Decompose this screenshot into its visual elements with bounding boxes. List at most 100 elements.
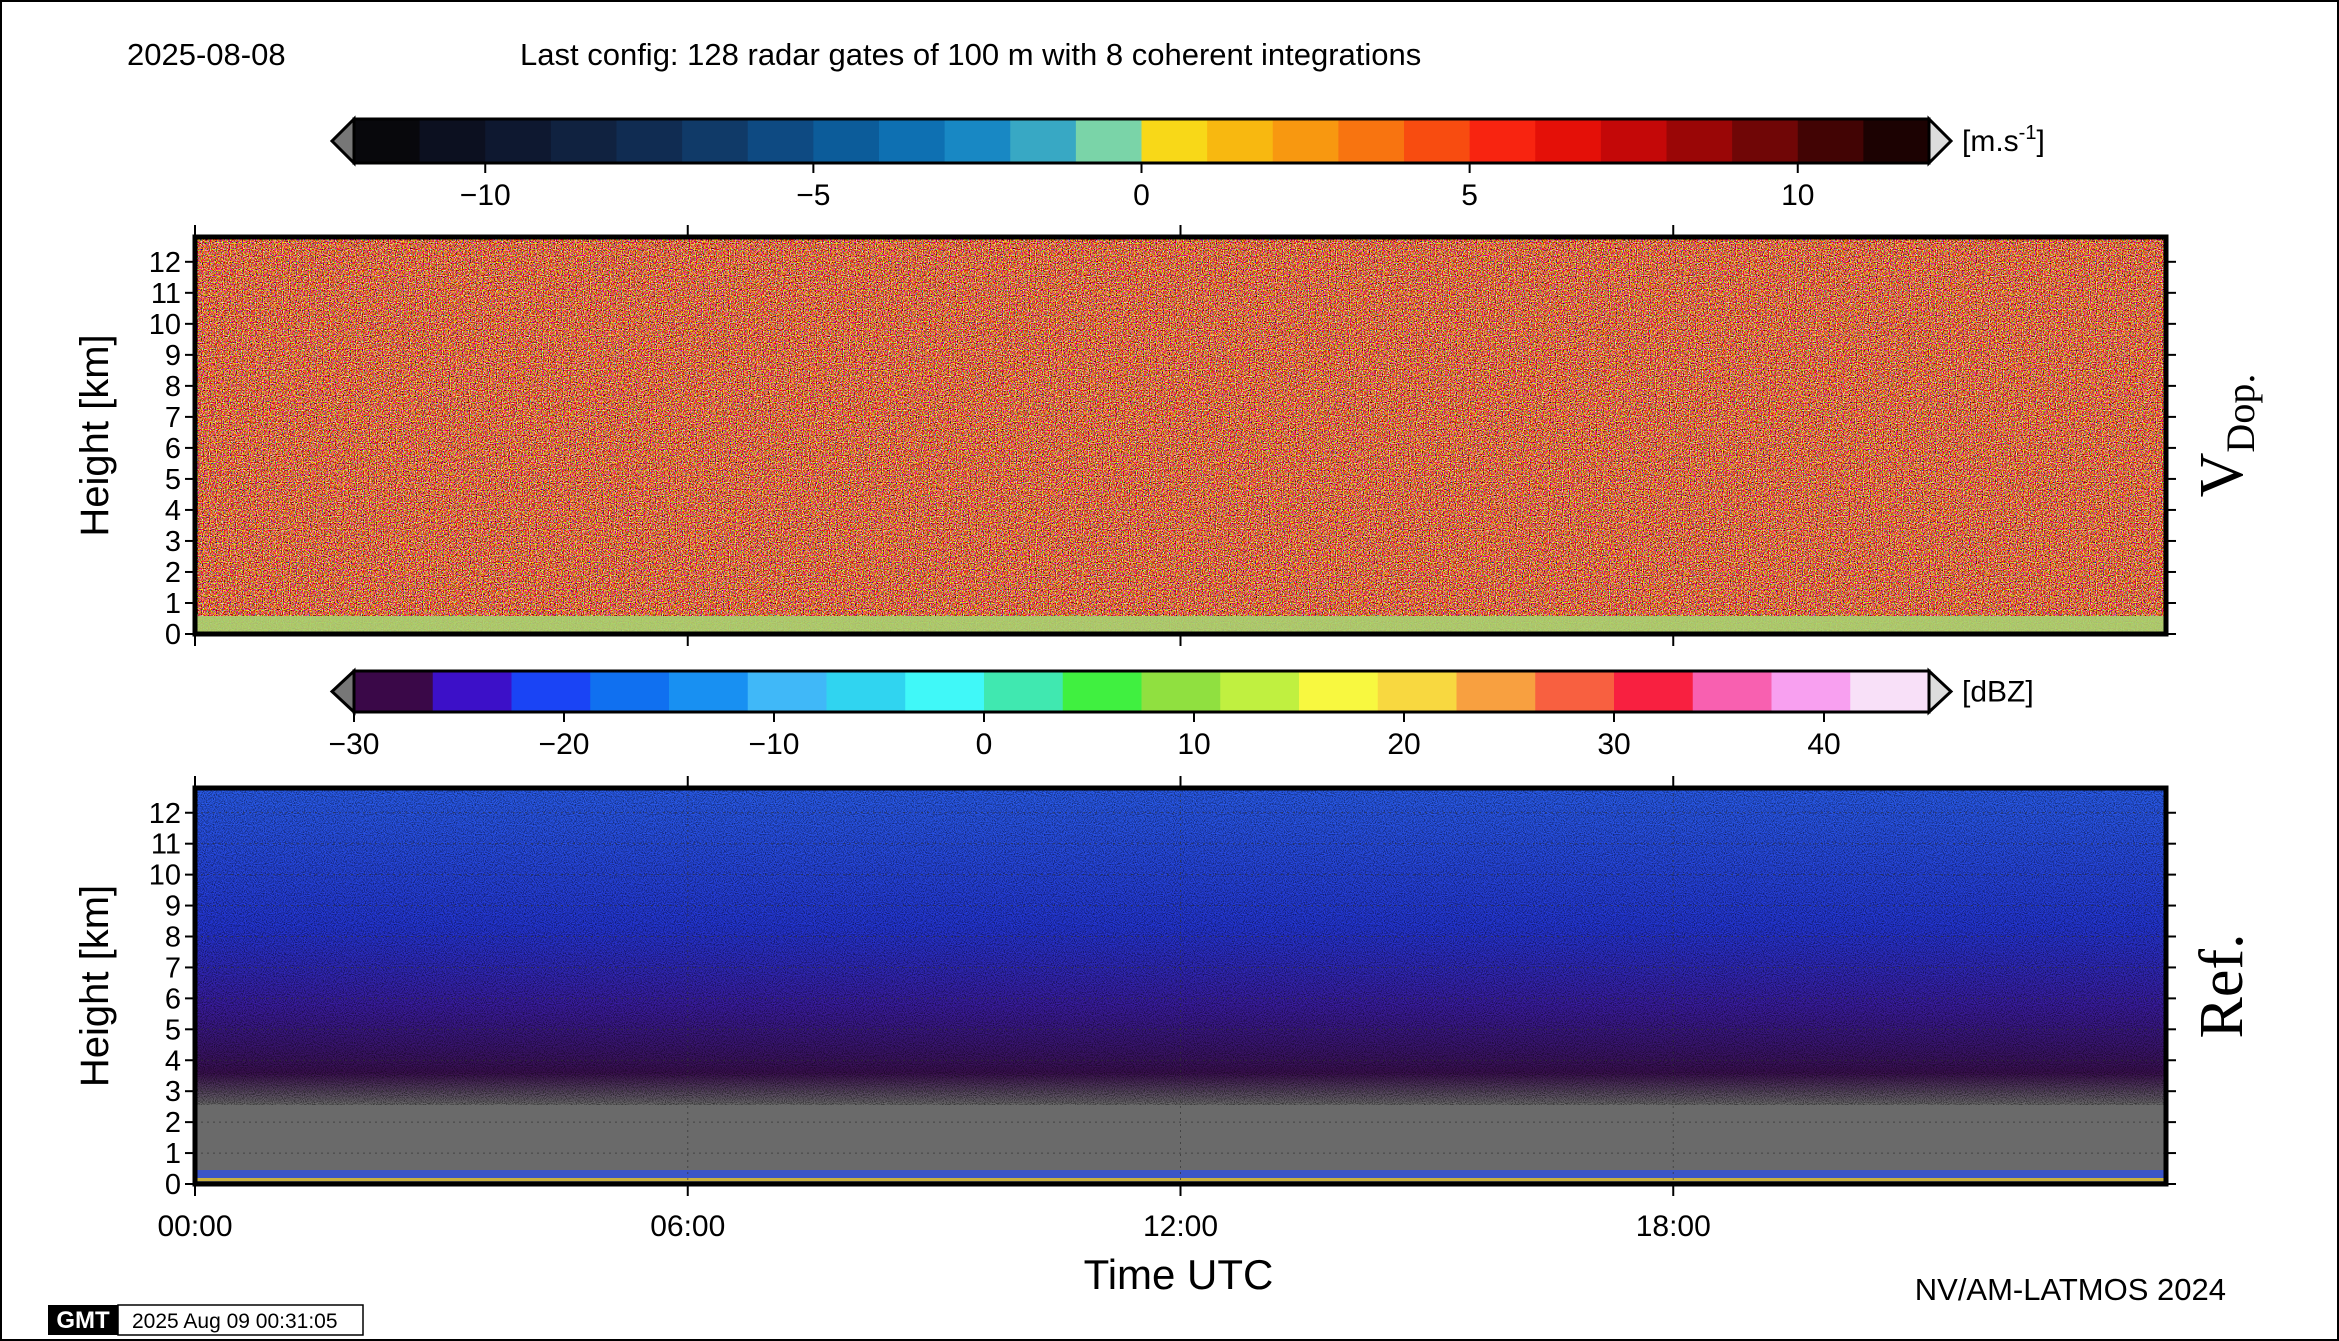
timestamp-box (117, 1304, 364, 1336)
date: 2025-08-08 (127, 37, 286, 72)
colorbar-segment (669, 671, 749, 712)
logo: GMT (56, 1307, 110, 1334)
y-tick-label: 0 (165, 619, 181, 651)
y-tick-label: 9 (165, 340, 181, 372)
colorbar-segment (1220, 671, 1300, 712)
colorbar-segment (1404, 119, 1471, 163)
y-tick-label: 7 (165, 952, 181, 984)
colorbar-tick-label: 0 (1133, 179, 1150, 212)
field-noise (195, 788, 2166, 1105)
colorbar-tick-label: 30 (1597, 728, 1630, 761)
colorbar-tick-label: 0 (976, 728, 993, 761)
field-noise (195, 237, 2166, 634)
x-tick-label: 06:00 (650, 1210, 725, 1243)
panel-label-main: V (2188, 452, 2256, 497)
y-tick-label: 8 (165, 922, 181, 954)
colorbar-segment (1272, 119, 1339, 163)
colorbar-tick-label: 10 (1781, 179, 1814, 212)
colorbar-tick-label: −20 (539, 728, 590, 761)
y-tick-label: 0 (165, 1169, 181, 1201)
y-tick-label: 4 (165, 1045, 181, 1077)
colorbar-segment (590, 671, 670, 712)
colorbar-segment (1075, 119, 1143, 163)
y-tick-label: 2 (165, 1107, 181, 1139)
y-tick-label: 3 (165, 1076, 181, 1108)
colorbar-extend-low (329, 667, 356, 716)
panel-label-main: Ref. (2188, 933, 2256, 1038)
x-tick-label: 18:00 (1636, 1210, 1711, 1243)
plot-frame (192, 785, 2169, 1187)
colorbar-segment (550, 119, 618, 163)
logo-box (48, 1305, 118, 1335)
colorbar-segment (1850, 671, 1930, 712)
colorbar-segment (1692, 671, 1773, 712)
y-tick-label: 9 (165, 891, 181, 923)
colorbar-segment (1062, 671, 1143, 712)
colorbar-tick-label: 5 (1461, 179, 1478, 212)
y-tick-label: 6 (165, 433, 181, 465)
colorbar-segment (1600, 119, 1668, 163)
y-tick-label: 8 (165, 371, 181, 403)
y-tick-label: 12 (149, 247, 181, 279)
colorbar-segment (616, 119, 683, 163)
y-tick-label: 5 (165, 464, 181, 496)
colorbar-segment (984, 671, 1064, 712)
colorbar-extend-high (1927, 115, 1954, 167)
colorbar-segment (747, 119, 814, 163)
y-tick-label: 4 (165, 495, 181, 527)
x-tick-label: 12:00 (1143, 1210, 1218, 1243)
colorbar-segment (1863, 119, 1930, 163)
y-axis-label: Height [km] (73, 334, 117, 536)
colorbar-segment (1797, 119, 1864, 163)
unit-sup: -1 (2019, 122, 2037, 144)
colorbar-segment (1141, 671, 1221, 712)
colorbar-segment (1469, 119, 1536, 163)
colorbar-segment (1535, 119, 1602, 163)
y-tick-label: 11 (151, 829, 181, 861)
colorbar-segment (682, 119, 749, 163)
colorbar-extend-low (329, 115, 356, 167)
y-tick-label: 10 (149, 309, 181, 341)
unit-end: ] (2036, 125, 2044, 158)
y-tick-label: 11 (151, 278, 181, 310)
colorbar-segment (905, 671, 985, 712)
panel-label-sub: Dop. (2218, 374, 2263, 453)
y-tick-label: 3 (165, 526, 181, 558)
colorbar-segment (354, 119, 421, 163)
colorbar-segment (1456, 671, 1536, 712)
y-tick-label: 7 (165, 402, 181, 434)
y-tick-label: 10 (149, 860, 181, 892)
colorbar-segment (1207, 119, 1274, 163)
colorbar-segment (1771, 671, 1851, 712)
credit: NV/AM-LATMOS 2024 (1915, 1272, 2226, 1307)
y-tick-label: 6 (165, 983, 181, 1015)
colorbar-tick-label: −30 (329, 728, 380, 761)
colorbar-segment (1614, 671, 1694, 712)
colorbar-unit: [dBZ] (1962, 676, 2034, 709)
colorbar-segment (1666, 119, 1733, 163)
colorbar-extend-high (1927, 667, 1954, 716)
y-tick-label: 5 (165, 1014, 181, 1046)
colorbar-segment (1141, 119, 1208, 163)
colorbar-segment (354, 671, 434, 712)
unit-main: [dBZ] (1962, 676, 2034, 709)
colorbar-tick-label: 40 (1807, 728, 1840, 761)
y-tick-label: 2 (165, 557, 181, 589)
colorbar-segment (747, 671, 828, 712)
colorbar-segment (1535, 671, 1615, 712)
colorbar-frame (352, 669, 1931, 714)
colorbar-segment (432, 671, 513, 712)
colorbar-segment (1338, 119, 1405, 163)
colorbar-tick-label: −5 (796, 179, 830, 212)
colorbar-tick-label: −10 (749, 728, 800, 761)
y-tick-label: 1 (165, 1138, 181, 1170)
colorbar-tick-label: −10 (460, 179, 511, 212)
y-axis-label: Height [km] (73, 885, 117, 1087)
colorbar-unit: [m.s-1] (1962, 122, 2045, 158)
colorbar-segment (1377, 671, 1458, 712)
colorbar-segment (419, 119, 486, 163)
colorbar-tick-label: 10 (1177, 728, 1210, 761)
ground-echo (195, 616, 2166, 634)
panel-label: Ref. (2188, 933, 2256, 1038)
